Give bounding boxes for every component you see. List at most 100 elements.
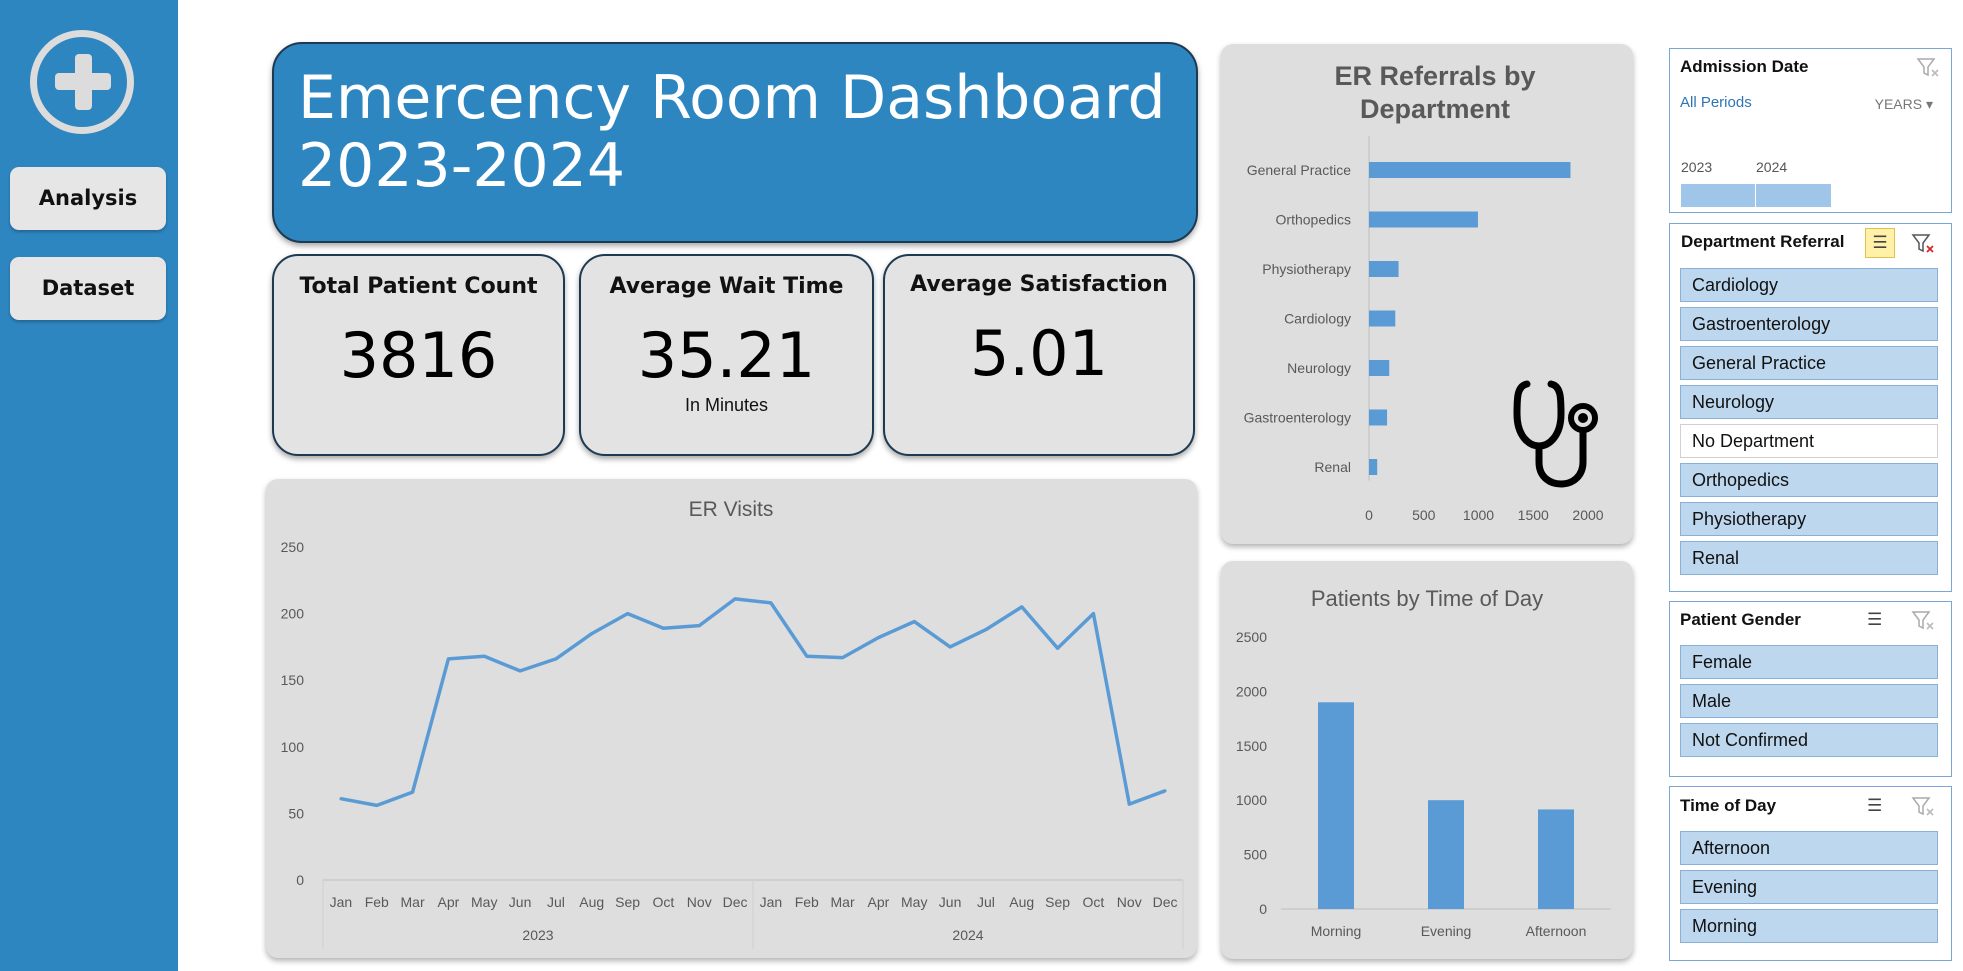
- x-tick-label: Feb: [365, 894, 389, 910]
- referrals-plot: ER Referrals by Department General Practic…: [1244, 61, 1604, 523]
- kpi-value: 35.21: [637, 319, 816, 392]
- department-slicer-item[interactable]: Cardiology: [1680, 268, 1938, 302]
- y-tick-label: 1500: [1236, 738, 1267, 754]
- x-tick-label: 0: [1365, 507, 1373, 523]
- x-tick-label: 2000: [1572, 507, 1603, 523]
- time-of-day-slicer-item[interactable]: Afternoon: [1680, 831, 1938, 865]
- department-slicer-item[interactable]: General Practice: [1680, 346, 1938, 380]
- gender-slicer-item[interactable]: Male: [1680, 684, 1938, 718]
- clear-filter-icon[interactable]: [1915, 55, 1941, 81]
- x-tick-label: 1000: [1463, 507, 1494, 523]
- y-tick-label: General Practice: [1247, 162, 1351, 178]
- kpi-unit: In Minutes: [684, 395, 769, 415]
- title-line-2: 2023-2024: [298, 131, 626, 201]
- admission-date-slicer[interactable]: Admission Date All Periods YEARS ▾ 2023 …: [1669, 48, 1952, 213]
- timeline-bar-2023[interactable]: [1680, 184, 1755, 207]
- er-visits-line: [340, 597, 1166, 808]
- gender-slicer-item[interactable]: Not Confirmed: [1680, 723, 1938, 757]
- chart-title-line: Department: [1360, 94, 1510, 124]
- chart-title-line: ER Referrals by: [1334, 61, 1535, 91]
- bar: [1369, 409, 1388, 426]
- x-tick-label: May: [901, 894, 927, 910]
- title-line-1: Emercency Room Dashboard: [298, 63, 1166, 133]
- patient-gender-slicer[interactable]: Patient Gender ☰ Female Male Not Confirmed: [1669, 601, 1952, 777]
- y-tick-label: 500: [1244, 847, 1268, 863]
- x-tick-label: Afternoon: [1526, 923, 1587, 939]
- data-point: [841, 656, 845, 660]
- left-sidebar: Analysis Dataset: [0, 0, 178, 971]
- data-point: [697, 624, 701, 628]
- y-tick-label: 50: [288, 805, 304, 821]
- slicer-title: Time of Day: [1680, 796, 1777, 815]
- x-tick-label: Morning: [1311, 923, 1362, 939]
- er-visits-chart[interactable]: ER Visits 0 50 100 150 200 250 Jan Feb Mar Apr May…: [266, 479, 1197, 958]
- time-of-day-slicer-item[interactable]: Evening: [1680, 870, 1938, 904]
- all-periods-link[interactable]: All Periods: [1680, 94, 1752, 111]
- analysis-button[interactable]: Analysis: [10, 167, 166, 230]
- y-tick-label: 100: [281, 739, 305, 755]
- department-slicer-item[interactable]: Renal: [1680, 541, 1938, 575]
- x-tick-label: Aug: [579, 894, 604, 910]
- bar: [1369, 162, 1571, 178]
- y-tick-label: 2000: [1236, 683, 1267, 699]
- department-referral-slicer[interactable]: Department Referral ☰ Cardiology Gastroen…: [1669, 223, 1952, 592]
- y-tick-label: 2500: [1236, 629, 1267, 645]
- multi-select-icon[interactable]: ☰: [1867, 796, 1883, 816]
- y-tick-label: 200: [281, 606, 305, 622]
- multi-select-icon[interactable]: ☰: [1865, 228, 1895, 258]
- patients-by-time-chart[interactable]: Patients by Time of Day 0 500 1000 1500 2000…: [1221, 561, 1633, 959]
- x-tick-label: May: [471, 894, 497, 910]
- department-slicer-item[interactable]: Neurology: [1680, 385, 1938, 419]
- y-tick-label: 1000: [1236, 792, 1267, 808]
- kpi-value: 3816: [339, 319, 498, 392]
- slicer-title: Patient Gender: [1680, 610, 1801, 629]
- slicer-title: Admission Date: [1680, 57, 1809, 76]
- x-tick-label: Nov: [687, 894, 712, 910]
- x-tick-label: Jan: [760, 894, 783, 910]
- y-tick-label: Orthopedics: [1276, 212, 1351, 228]
- timeline-year-label: 2024: [1756, 159, 1788, 175]
- department-slicer-item[interactable]: Physiotherapy: [1680, 502, 1938, 536]
- data-point: [876, 636, 880, 640]
- department-slicer-item[interactable]: Orthopedics: [1680, 463, 1938, 497]
- department-slicer-item[interactable]: Gastroenterology: [1680, 307, 1938, 341]
- clear-filter-icon[interactable]: [1910, 231, 1936, 257]
- x-tick-label: Evening: [1421, 923, 1472, 939]
- bar: [1369, 459, 1378, 475]
- bar: [1538, 809, 1574, 909]
- kpi-value: 5.01: [969, 317, 1109, 390]
- x-group-label: 2024: [952, 927, 983, 943]
- multi-select-icon[interactable]: ☰: [1867, 610, 1883, 630]
- data-point: [446, 657, 450, 661]
- data-point: [1127, 802, 1131, 806]
- time-of-day-slicer[interactable]: Time of Day ☰ Afternoon Evening Morning: [1669, 786, 1952, 961]
- bar: [1318, 702, 1354, 909]
- timeline-bar-2024[interactable]: [1755, 184, 1831, 207]
- y-tick-label: Neurology: [1287, 360, 1351, 376]
- y-tick-label: 0: [1259, 901, 1267, 917]
- kpi-label: Total Patient Count: [299, 274, 538, 299]
- stethoscope-icon: [1513, 380, 1598, 488]
- department-slicer-item[interactable]: No Department: [1680, 424, 1938, 458]
- clear-filter-icon[interactable]: [1910, 608, 1936, 634]
- dataset-button[interactable]: Dataset: [10, 257, 166, 320]
- medical-cross-icon: [30, 30, 134, 134]
- referrals-by-department-chart[interactable]: ER Referrals by Department General Practic…: [1221, 44, 1633, 544]
- kpi-card-satisfaction: Average Satisfaction 5.01: [883, 254, 1195, 456]
- data-point: [411, 790, 415, 794]
- x-tick-label: Nov: [1117, 894, 1142, 910]
- time-of-day-slicer-item[interactable]: Morning: [1680, 909, 1938, 943]
- x-tick-label: Jun: [509, 894, 532, 910]
- data-point: [948, 645, 952, 649]
- clear-filter-icon[interactable]: [1910, 794, 1936, 820]
- gender-slicer-item[interactable]: Female: [1680, 645, 1938, 679]
- chart-title: Patients by Time of Day: [1311, 586, 1543, 611]
- data-point: [1056, 646, 1060, 650]
- slicer-title: Department Referral: [1681, 232, 1845, 251]
- bar: [1369, 261, 1399, 277]
- time-level-dropdown[interactable]: YEARS ▾: [1875, 96, 1933, 113]
- x-tick-label: Sep: [615, 894, 640, 910]
- data-point: [1091, 612, 1095, 616]
- data-point: [1020, 605, 1024, 609]
- data-point: [518, 669, 522, 673]
